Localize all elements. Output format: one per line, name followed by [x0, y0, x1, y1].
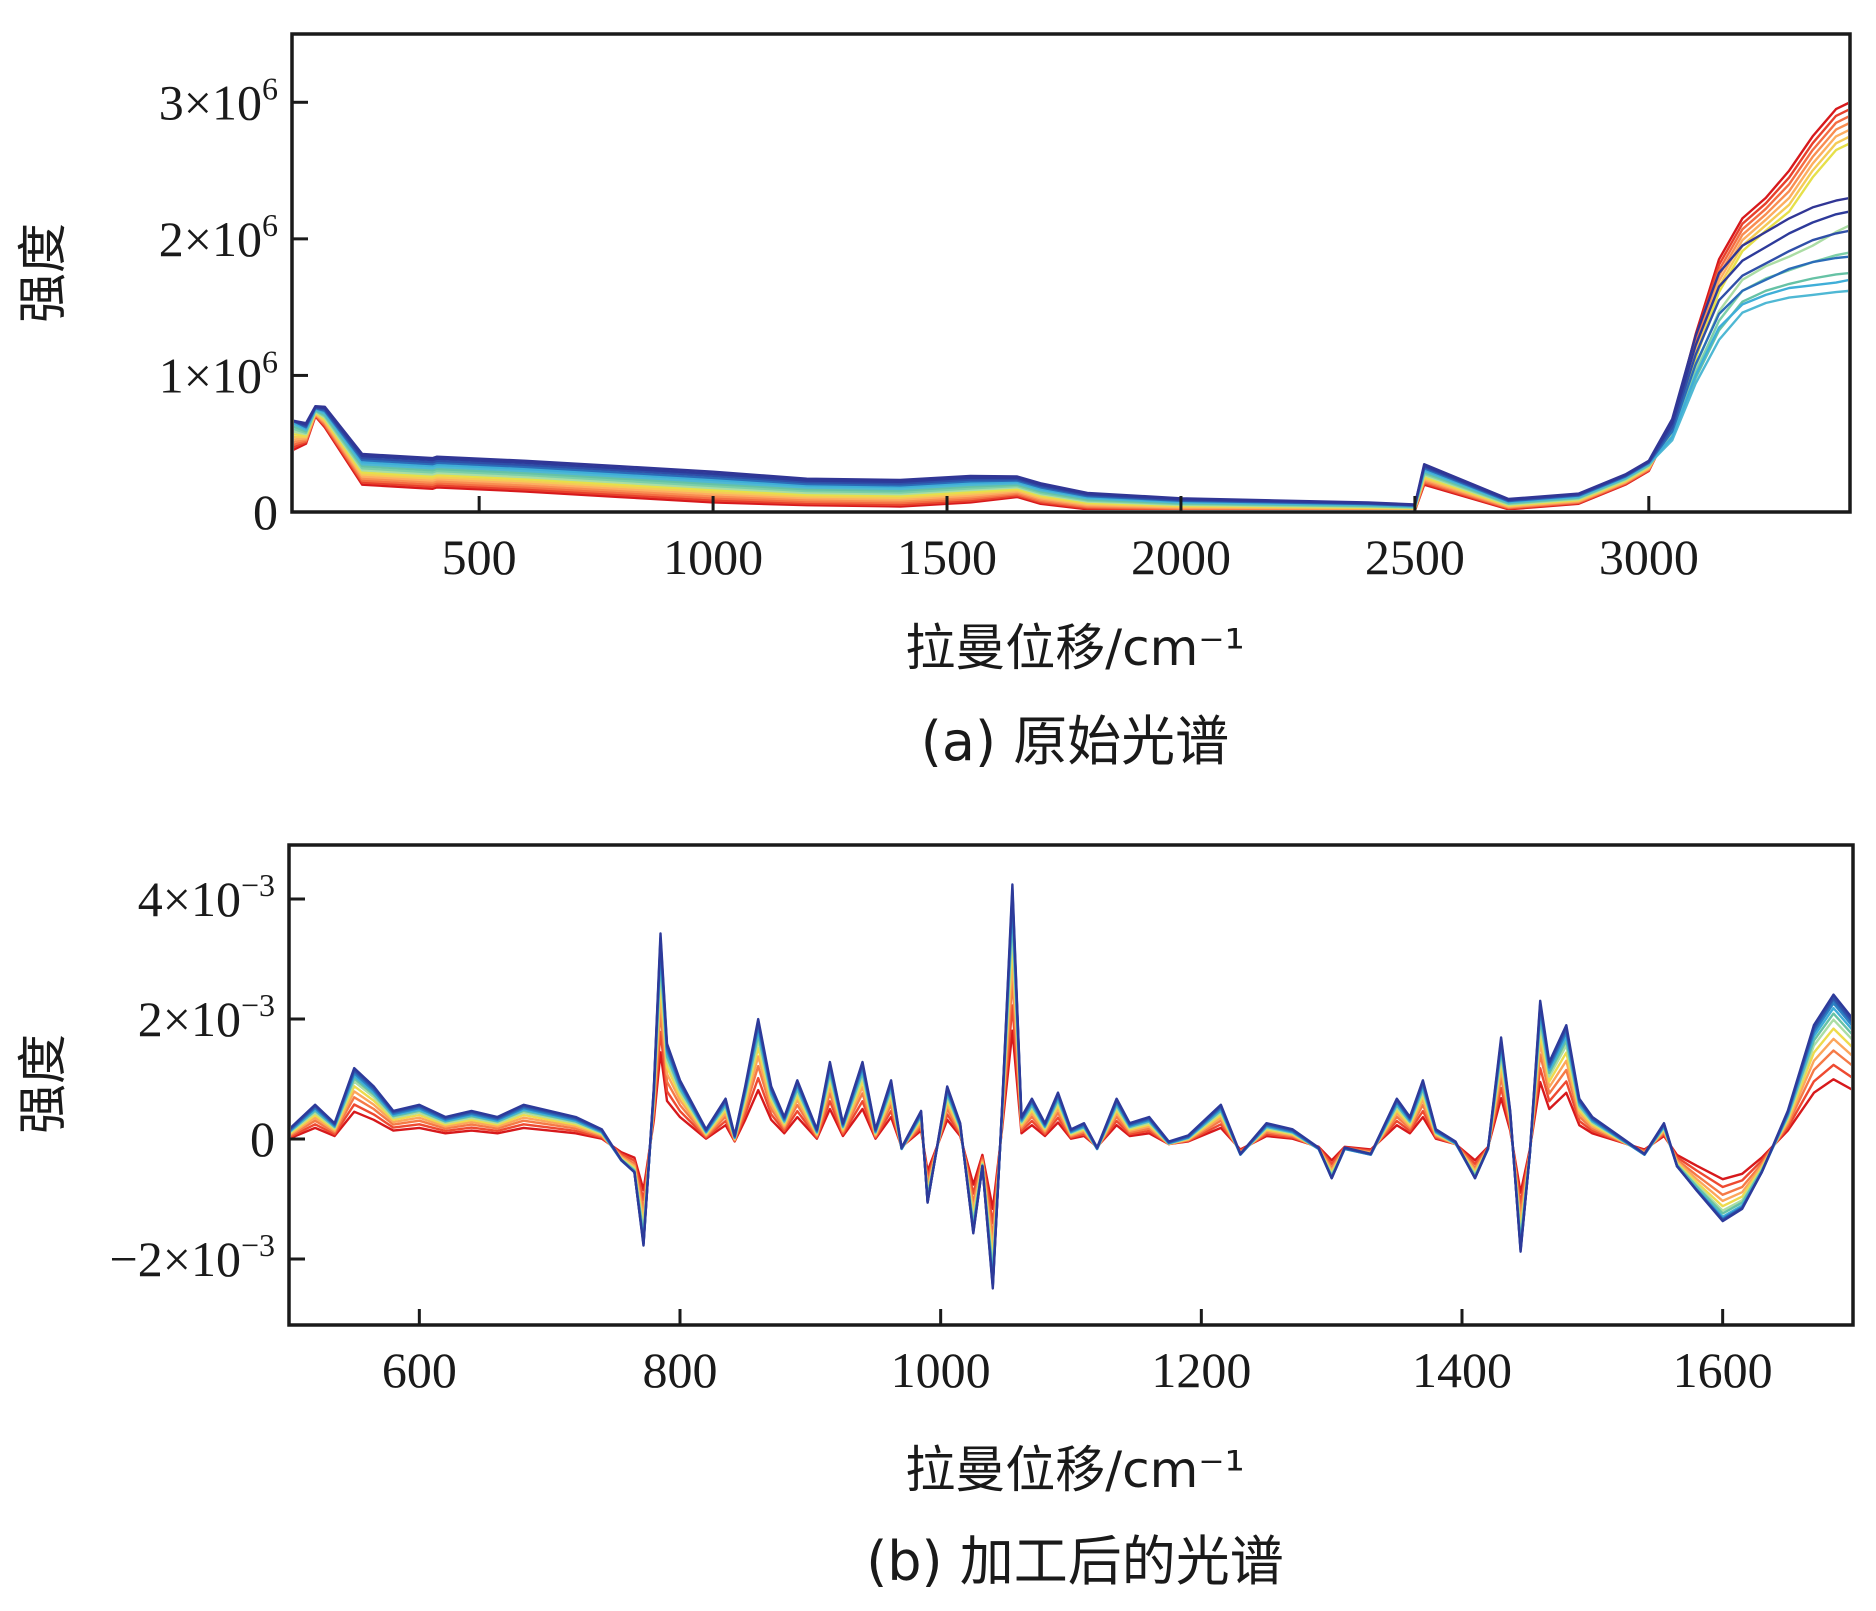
panel-a-series-line-2 — [294, 108, 1848, 510]
panel-a-ticks: 500 1000 1500 2000 2500 3000 0 1×106 2×106 3×106 — [159, 70, 1699, 585]
panel-a-y-tick-label: 2×106 — [159, 207, 278, 267]
panel-a-series-line-6 — [294, 136, 1848, 510]
panel-b-series-line-11 — [291, 888, 1851, 1288]
panel-b-series-line-5 — [291, 941, 1851, 1261]
panel-a-plot-frame — [290, 32, 1852, 514]
panel-b-x-tick-label: 1600 — [1673, 1342, 1773, 1398]
panel-b-series-line-6 — [291, 925, 1851, 1269]
panel-b-chart: 600 800 1000 1200 1400 1600 −2×10−3 0 2×10−3 4×10… — [14, 843, 1855, 1593]
panel-a-series-line-16 — [294, 197, 1848, 506]
panel-a-series-line-4 — [294, 122, 1848, 510]
panel-b-plot-frame — [287, 843, 1855, 1327]
panel-b-x-tick-label: 1400 — [1412, 1342, 1512, 1398]
panel-a-series-line-3 — [294, 115, 1848, 510]
panel-a-series-line-1 — [294, 101, 1848, 510]
panel-a-x-tick-label: 500 — [442, 529, 517, 585]
panel-a-series-line-5 — [294, 129, 1848, 510]
panel-b-series-line-12 — [291, 883, 1851, 1290]
panel-b-series-line-8 — [291, 905, 1851, 1280]
panel-b-series-group — [291, 883, 1851, 1290]
panel-a-x-tick-label: 2000 — [1131, 529, 1231, 585]
panel-b-x-tick-label: 600 — [382, 1342, 457, 1398]
panel-b-y-axis-title: 强度 — [14, 1034, 72, 1134]
panel-a-x-tick-label: 3000 — [1599, 529, 1699, 585]
panel-a-y-tick-label: 0 — [253, 484, 278, 540]
panel-b-y-tick-label: 0 — [250, 1111, 275, 1167]
panel-a-series-line-14 — [294, 229, 1848, 507]
panel-b-series-line-10 — [291, 891, 1851, 1287]
panel-b-y-tick-label: 4×10−3 — [138, 867, 275, 927]
panel-a-caption: (a) 原始光谱 — [921, 710, 1229, 773]
panel-a-x-tick-label: 1000 — [663, 529, 763, 585]
panel-a-series-line-7 — [294, 142, 1848, 510]
panel-a-y-axis-title: 强度 — [14, 223, 72, 323]
panel-b-y-tick-label: −2×10−3 — [110, 1227, 275, 1287]
panel-a-y-tick-label: 3×106 — [159, 70, 278, 130]
panel-b-x-tick-label: 1000 — [891, 1342, 991, 1398]
panel-b-series-line-7 — [291, 915, 1851, 1274]
panel-b-x-axis-title: 拉曼位移/cm⁻¹ — [905, 1441, 1244, 1499]
panel-a-series-group — [294, 101, 1848, 510]
panel-a-y-tick-label: 1×106 — [159, 343, 278, 403]
panel-a-x-axis-title: 拉曼位移/cm⁻¹ — [905, 619, 1244, 677]
panel-b-series-line-1 — [291, 1029, 1851, 1211]
panel-b-series-line-9 — [291, 897, 1851, 1284]
panel-b-caption: (b) 加工后的光谱 — [866, 1530, 1284, 1593]
panel-a-x-tick-label: 1500 — [897, 529, 997, 585]
panel-a-chart: 500 1000 1500 2000 2500 300001×1062×1063×106 … — [14, 32, 1852, 773]
panel-b-y-tick-label: 2×10−3 — [138, 987, 275, 1047]
panel-b-x-tick-label: 1200 — [1151, 1342, 1251, 1398]
panel-b-ticks: 600 800 1000 1200 1400 1600 −2×10−3 0 2×10−3 4×10… — [110, 867, 1773, 1398]
panel-b-x-tick-label: 800 — [643, 1342, 718, 1398]
panel-a-x-tick-label: 2500 — [1365, 529, 1465, 585]
